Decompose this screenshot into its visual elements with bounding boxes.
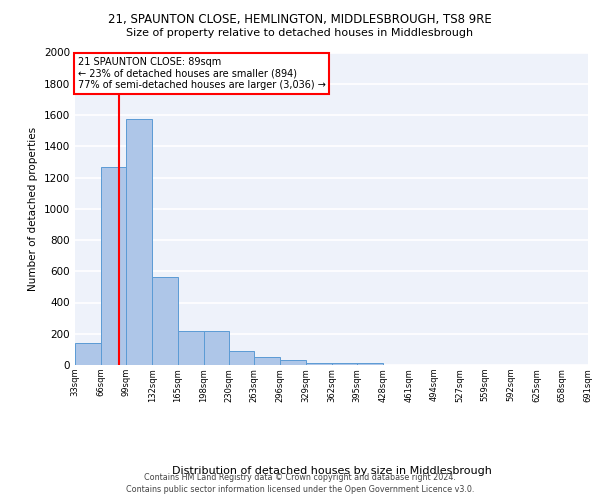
Bar [75,343,101,365]
Bar [127,119,152,365]
Bar [331,362,357,365]
Bar [203,330,229,365]
Bar [357,364,383,365]
Bar [254,357,280,365]
Bar [152,276,178,365]
Bar [178,330,203,365]
Text: 21 SPAUNTON CLOSE: 89sqm
← 23% of detached houses are smaller (894)
77% of semi-: 21 SPAUNTON CLOSE: 89sqm ← 23% of detach… [77,57,325,90]
Bar [101,168,127,365]
Bar [229,351,254,365]
Text: Contains HM Land Registry data © Crown copyright and database right 2024.: Contains HM Land Registry data © Crown c… [144,472,456,482]
Text: Size of property relative to detached houses in Middlesbrough: Size of property relative to detached ho… [127,28,473,38]
X-axis label: Distribution of detached houses by size in Middlesbrough: Distribution of detached houses by size … [172,466,491,475]
Y-axis label: Number of detached properties: Number of detached properties [28,126,38,291]
Text: Contains public sector information licensed under the Open Government Licence v3: Contains public sector information licen… [126,485,474,494]
Bar [306,362,331,365]
Text: 21, SPAUNTON CLOSE, HEMLINGTON, MIDDLESBROUGH, TS8 9RE: 21, SPAUNTON CLOSE, HEMLINGTON, MIDDLESB… [108,12,492,26]
Bar [280,360,306,365]
